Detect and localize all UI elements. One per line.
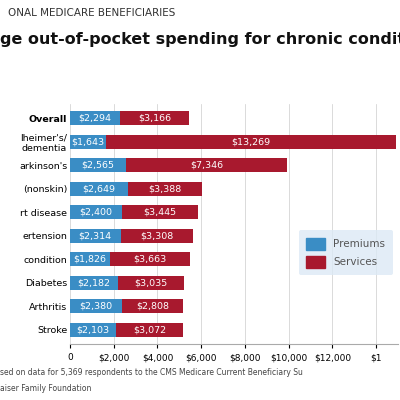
Bar bbox=[70, 299, 122, 314]
Text: $3,166: $3,166 bbox=[138, 114, 171, 123]
Text: ONAL MEDICARE BENEFICIARIES: ONAL MEDICARE BENEFICIARIES bbox=[8, 8, 175, 18]
Text: $2,400: $2,400 bbox=[80, 208, 113, 217]
Text: $3,308: $3,308 bbox=[140, 231, 173, 240]
Text: $2,649: $2,649 bbox=[82, 184, 116, 193]
Text: $2,565: $2,565 bbox=[82, 161, 114, 170]
Text: sed on data for 5,369 respondents to the CMS Medicare Current Beneficiary Su: sed on data for 5,369 respondents to the… bbox=[0, 368, 303, 377]
Bar bbox=[70, 205, 122, 219]
Text: $1,826: $1,826 bbox=[74, 255, 106, 264]
Bar bbox=[70, 252, 110, 266]
Text: $1,643: $1,643 bbox=[72, 137, 104, 146]
Text: $2,103: $2,103 bbox=[76, 325, 110, 334]
Text: $3,445: $3,445 bbox=[144, 208, 177, 217]
Text: $3,388: $3,388 bbox=[148, 184, 182, 193]
Text: $3,035: $3,035 bbox=[134, 278, 168, 287]
Legend: Premiums, Services: Premiums, Services bbox=[299, 230, 393, 275]
Text: aiser Family Foundation: aiser Family Foundation bbox=[0, 384, 91, 393]
Text: ge out-of-pocket spending for chronic conditions, 201: ge out-of-pocket spending for chronic co… bbox=[0, 32, 400, 47]
Bar bbox=[126, 158, 287, 172]
Bar bbox=[70, 111, 120, 125]
Text: $13,269: $13,269 bbox=[232, 137, 270, 146]
Bar bbox=[70, 182, 128, 196]
Text: $3,072: $3,072 bbox=[133, 325, 166, 334]
Bar bbox=[70, 276, 118, 290]
Text: $7,346: $7,346 bbox=[190, 161, 223, 170]
Bar bbox=[70, 134, 106, 149]
Bar bbox=[70, 158, 126, 172]
Bar bbox=[70, 323, 116, 337]
Text: $2,314: $2,314 bbox=[79, 231, 112, 240]
Bar bbox=[122, 205, 198, 219]
Text: $2,182: $2,182 bbox=[77, 278, 110, 287]
Bar bbox=[106, 134, 396, 149]
Bar bbox=[70, 229, 120, 243]
Text: $2,294: $2,294 bbox=[78, 114, 112, 123]
Bar bbox=[120, 111, 189, 125]
Bar bbox=[122, 299, 184, 314]
Bar bbox=[120, 229, 193, 243]
Bar bbox=[128, 182, 202, 196]
Text: $2,380: $2,380 bbox=[80, 302, 112, 311]
Text: $2,808: $2,808 bbox=[136, 302, 169, 311]
Bar bbox=[118, 276, 184, 290]
Text: $3,663: $3,663 bbox=[133, 255, 167, 264]
Bar bbox=[116, 323, 183, 337]
Bar bbox=[110, 252, 190, 266]
